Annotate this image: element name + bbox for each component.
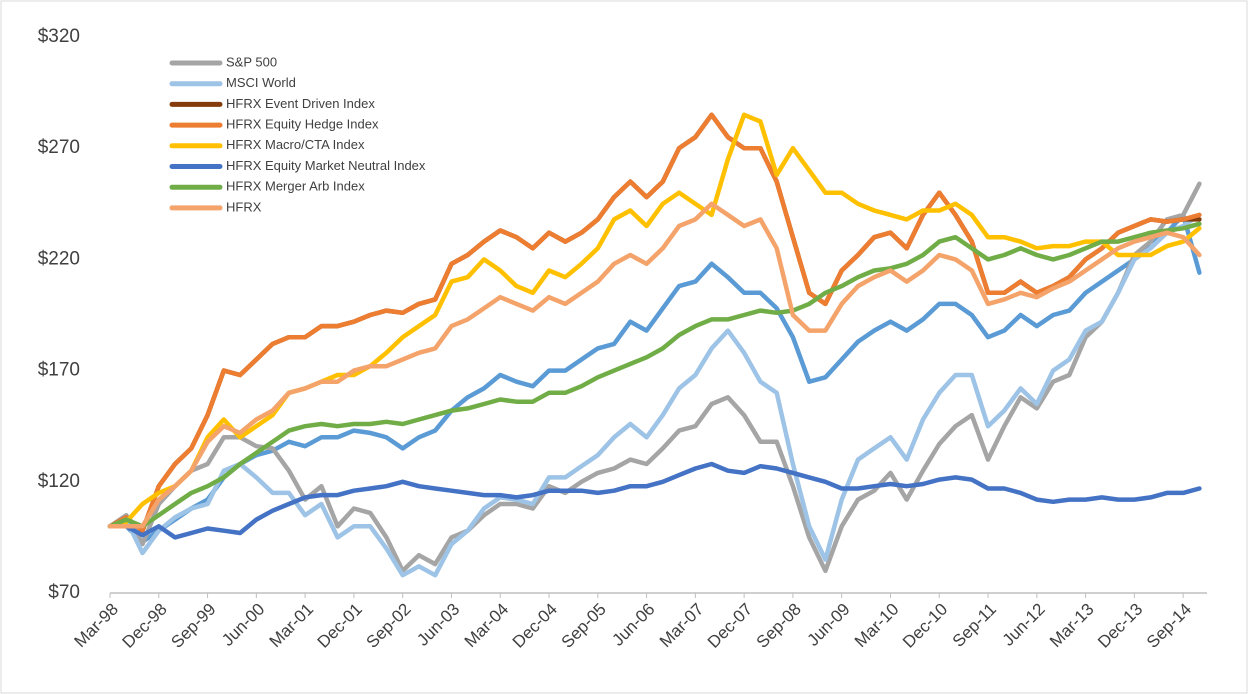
series-line [107, 221, 1202, 529]
y-tick-label: $120 [38, 471, 80, 492]
series-line [107, 181, 1202, 574]
legend-label: HFRX Equity Market Neutral Index [226, 158, 426, 173]
y-tick-label: $170 [38, 360, 80, 381]
series-line [107, 212, 1202, 545]
y-tick-label: $270 [38, 137, 80, 158]
legend-label: HFRX Merger Arb Index [226, 179, 365, 194]
series-line [107, 461, 1202, 540]
legend-label: S&P 500 [226, 54, 277, 69]
legend-label: HFRX Equity Hedge Index [226, 117, 379, 132]
legend-label: HFRX [226, 199, 262, 214]
series-line [107, 212, 1202, 578]
y-tick-label: $70 [48, 582, 80, 603]
legend-label: MSCI World [226, 75, 296, 90]
legend-label: HFRX Macro/CTA Index [226, 137, 365, 152]
series-line [107, 201, 1202, 529]
legend-label: HFRX Event Driven Index [226, 96, 375, 111]
y-tick-label: $220 [38, 248, 80, 269]
series-line [107, 112, 1202, 533]
y-tick-label: $320 [38, 26, 80, 47]
